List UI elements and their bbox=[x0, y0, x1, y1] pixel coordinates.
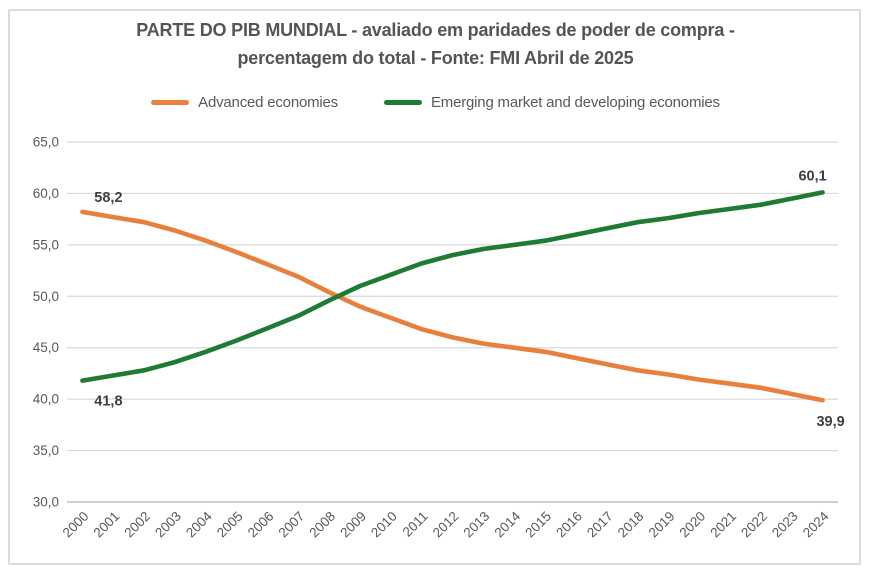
x-axis-tick-label: 2011 bbox=[400, 509, 431, 540]
chart-title: PARTE DO PIB MUNDIAL - avaliado em parid… bbox=[0, 16, 871, 72]
x-axis-tick-label: 2010 bbox=[368, 509, 400, 541]
x-axis-tick-label: 2022 bbox=[738, 509, 770, 541]
y-axis-tick-label: 55,0 bbox=[33, 237, 59, 252]
y-axis-tick-label: 65,0 bbox=[33, 135, 59, 150]
x-axis-tick-label: 2023 bbox=[769, 509, 801, 541]
x-axis-tick-label: 2006 bbox=[245, 509, 277, 541]
x-axis-tick-label: 2019 bbox=[646, 509, 678, 541]
x-axis-tick-label: 2017 bbox=[584, 509, 616, 541]
chart-title-line1: PARTE DO PIB MUNDIAL - avaliado em parid… bbox=[136, 20, 735, 40]
legend-item-emerging: Emerging market and developing economies bbox=[383, 94, 720, 111]
x-axis-tick-label: 2008 bbox=[306, 509, 338, 541]
x-axis-tick-label: 2024 bbox=[800, 508, 832, 540]
series-line-advanced bbox=[80, 209, 825, 403]
x-axis-tick-label: 2014 bbox=[491, 508, 523, 540]
chart-legend: Advanced economies Emerging market and d… bbox=[10, 94, 861, 111]
x-axis-tick-label: 2018 bbox=[615, 509, 647, 541]
chart-title-line2: percentagem do total - Fonte: FMI Abril … bbox=[237, 48, 634, 68]
legend-label-emerging: Emerging market and developing economies bbox=[430, 94, 720, 111]
data-label: 41,8 bbox=[94, 394, 122, 410]
x-axis-tick-label: 2015 bbox=[522, 509, 554, 541]
y-axis-tick-label: 50,0 bbox=[33, 289, 59, 304]
x-axis-tick-label: 2021 bbox=[707, 509, 739, 541]
x-axis-tick-label: 2000 bbox=[60, 509, 92, 541]
y-axis-tick-label: 45,0 bbox=[33, 340, 59, 355]
data-label: 39,9 bbox=[816, 414, 844, 430]
x-axis-tick-label: 2020 bbox=[676, 509, 708, 541]
x-axis-tick-label: 2004 bbox=[183, 508, 215, 540]
series-line-emerging bbox=[80, 190, 825, 383]
x-axis-tick-label: 2001 bbox=[91, 509, 123, 541]
data-label: 58,2 bbox=[94, 190, 122, 206]
x-axis-tick-label: 2005 bbox=[214, 509, 246, 541]
legend-label-advanced: Advanced economies bbox=[198, 94, 338, 111]
x-axis-tick-label: 2012 bbox=[430, 509, 462, 541]
data-label: 60,1 bbox=[798, 168, 826, 184]
y-axis-tick-label: 40,0 bbox=[33, 392, 59, 407]
y-axis-tick-label: 35,0 bbox=[33, 443, 59, 458]
x-axis-tick-label: 2003 bbox=[152, 509, 184, 541]
legend-item-advanced: Advanced economies bbox=[151, 94, 338, 111]
x-axis-tick-label: 2009 bbox=[337, 509, 369, 541]
x-axis-tick-label: 2002 bbox=[121, 509, 153, 541]
y-axis-tick-label: 60,0 bbox=[33, 186, 59, 201]
x-axis-tick-label: 2007 bbox=[276, 509, 308, 541]
legend-swatch-emerging-icon bbox=[383, 100, 422, 105]
chart-frame bbox=[8, 9, 861, 565]
x-axis-tick-label: 2016 bbox=[553, 509, 585, 541]
x-axis-tick-label: 2013 bbox=[461, 509, 493, 541]
legend-swatch-advanced-icon bbox=[151, 100, 190, 105]
y-axis-tick-label: 30,0 bbox=[33, 495, 59, 510]
